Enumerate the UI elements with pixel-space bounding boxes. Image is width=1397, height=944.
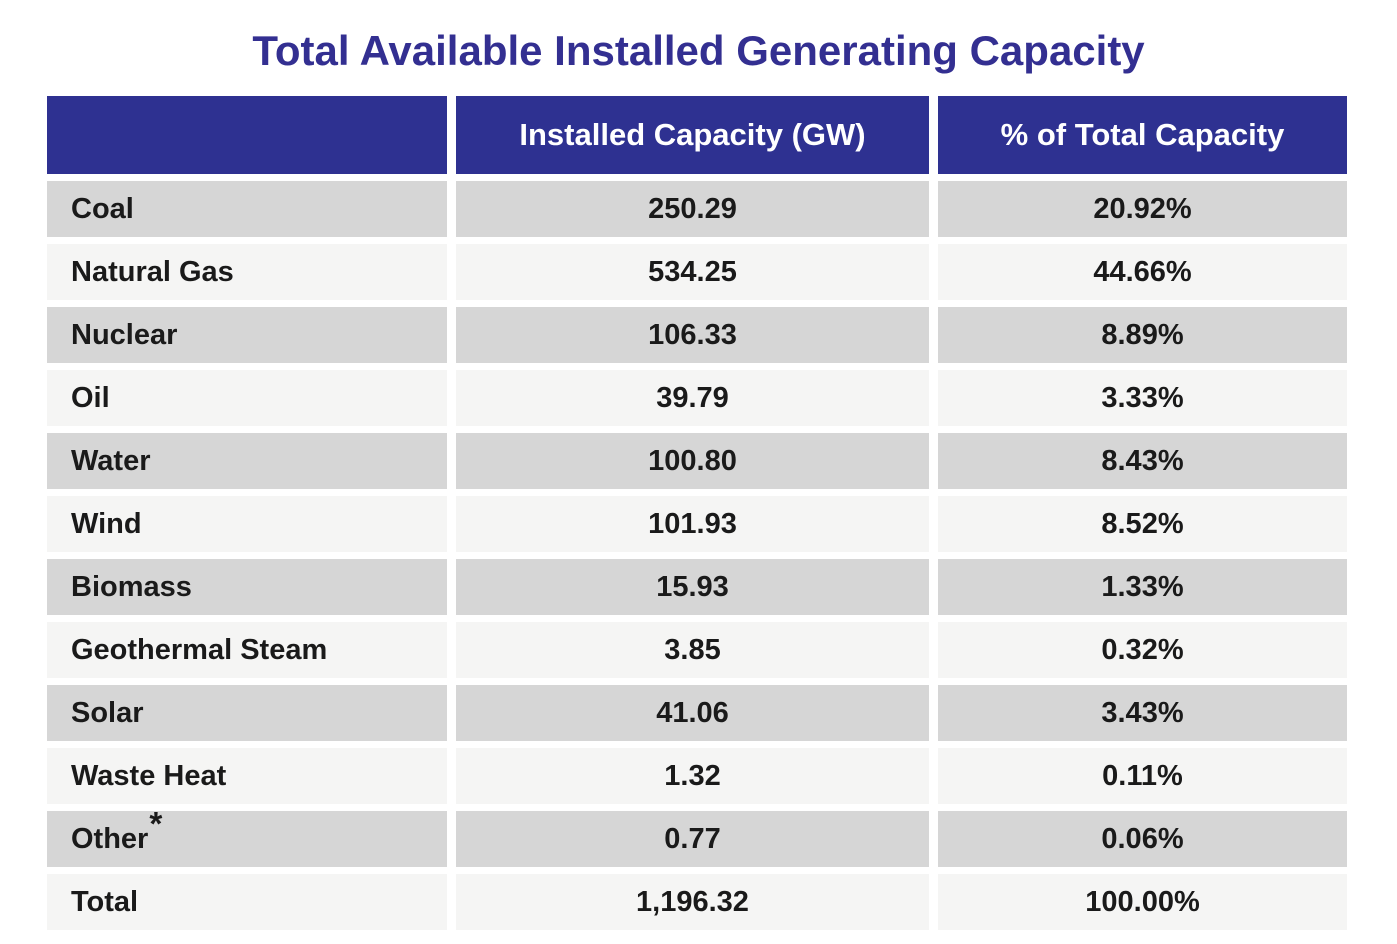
capacity-value: 39.79 [456,370,929,427]
row-label: Coal [47,181,447,238]
capacity-value: 106.33 [456,307,929,364]
page-title: Total Available Installed Generating Cap… [252,27,1145,74]
capacity-table: Installed Capacity (GW) % of Total Capac… [47,96,1347,931]
row-label: Natural Gas [47,244,447,301]
percent-value: 0.06% [938,811,1347,868]
row-label: Geothermal Steam [47,622,447,679]
header-cell-percent-total: % of Total Capacity [938,96,1347,175]
percent-value: 100.00% [938,874,1347,931]
header-cell-installed-capacity: Installed Capacity (GW) [456,96,929,175]
capacity-value: 41.06 [456,685,929,742]
percent-value: 3.33% [938,370,1347,427]
percent-value: 3.43% [938,685,1347,742]
row-label: Other * [47,808,447,868]
header-cell-blank [47,96,447,175]
capacity-value: 0.77 [456,811,929,868]
row-label: Waste Heat [47,748,447,805]
row-label: Solar [47,685,447,742]
percent-value: 1.33% [938,559,1347,616]
row-label: Water [47,433,447,490]
capacity-value: 3.85 [456,622,929,679]
capacity-value: 100.80 [456,433,929,490]
percent-value: 20.92% [938,181,1347,238]
capacity-value: 1.32 [456,748,929,805]
percent-value: 8.89% [938,307,1347,364]
capacity-value: 250.29 [456,181,929,238]
percent-value: 8.43% [938,433,1347,490]
capacity-value: 101.93 [456,496,929,553]
capacity-value: 1,196.32 [456,874,929,931]
percent-value: 0.11% [938,748,1347,805]
percent-value: 8.52% [938,496,1347,553]
row-label: Oil [47,370,447,427]
row-label: Biomass [47,559,447,616]
capacity-value: 15.93 [456,559,929,616]
percent-value: 0.32% [938,622,1347,679]
capacity-value: 534.25 [456,244,929,301]
row-label: Total [47,874,447,931]
percent-value: 44.66% [938,244,1347,301]
row-label: Wind [47,496,447,553]
row-label: Nuclear [47,307,447,364]
